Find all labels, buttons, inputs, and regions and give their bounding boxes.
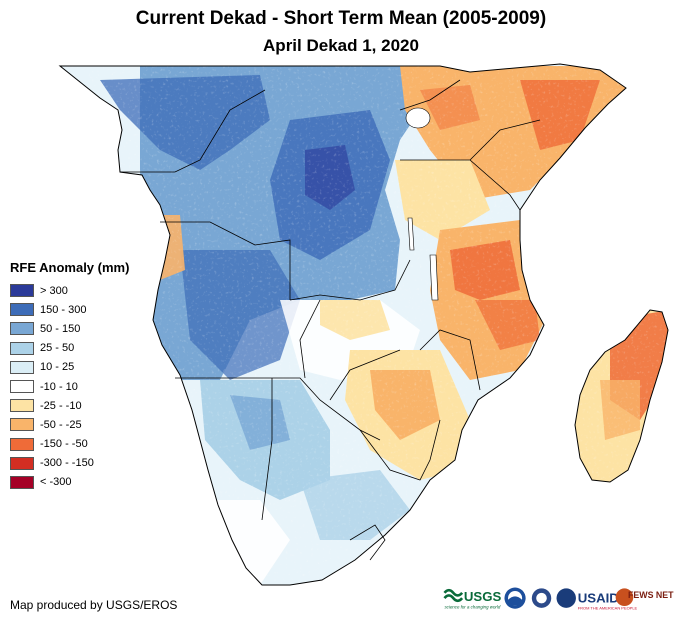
usgs-tagline: science for a changing world	[444, 605, 500, 610]
legend-swatch	[10, 380, 34, 394]
legend-item: 25 - 50	[10, 339, 129, 358]
legend: RFE Anomaly (mm) > 300 150 - 300 50 - 150 2…	[10, 260, 129, 492]
legend-item: -50 - -25	[10, 415, 129, 434]
usaid-logo: USAID FROM THE AMERICAN PEOPLE	[556, 588, 638, 611]
usgs-logo: USGS science for a changing world	[443, 589, 502, 610]
legend-label: -150 - -50	[40, 438, 88, 451]
legend-item: -10 - 10	[10, 377, 129, 396]
legend-label: -10 - 10	[40, 380, 78, 393]
legend-label: -50 - -25	[40, 418, 82, 431]
legend-title: RFE Anomaly (mm)	[10, 260, 130, 275]
usaid-tagline: FROM THE AMERICAN PEOPLE	[578, 606, 638, 611]
legend-item: 10 - 25	[10, 358, 129, 377]
usgs-logo-text: USGS	[464, 589, 502, 604]
legend-item: -300 - -150	[10, 454, 129, 473]
legend-label: < -300	[40, 476, 72, 489]
legend-item: > 300	[10, 281, 129, 300]
legend-item: 50 - 150	[10, 319, 129, 338]
usaid-logo-text: USAID	[578, 591, 619, 606]
fews-net-logo: FEWS NET	[615, 588, 674, 607]
legend-swatch	[10, 341, 34, 355]
fews-logo-text: FEWS NET	[628, 590, 674, 600]
legend-label: -300 - -150	[40, 457, 94, 470]
dhs-logo	[531, 588, 552, 608]
legend-label: 25 - 50	[40, 342, 75, 355]
map-subtitle: April Dekad 1, 2020	[263, 36, 419, 55]
legend-swatch	[10, 437, 34, 451]
legend-swatch	[10, 456, 34, 470]
legend-swatch	[10, 322, 34, 336]
legend-swatch	[10, 284, 34, 298]
legend-label: 50 - 150	[40, 322, 81, 335]
legend-label: 10 - 25	[40, 361, 75, 374]
legend-label: 150 - 300	[40, 303, 87, 316]
credit-text: Map produced by USGS/EROS	[10, 598, 178, 612]
legend-swatch	[10, 303, 34, 317]
legend-item: -150 - -50	[10, 435, 129, 454]
noaa-logo	[504, 587, 526, 609]
legend-swatch	[10, 475, 34, 489]
legend-item: < -300	[10, 473, 129, 492]
legend-swatch	[10, 360, 34, 374]
legend-item: -25 - -10	[10, 396, 129, 415]
country-borders	[120, 79, 541, 561]
legend-swatch	[10, 418, 34, 432]
legend-label: > 300	[40, 284, 68, 297]
legend-item: 150 - 300	[10, 300, 129, 319]
agency-logos: USGS science for a changing world USAID …	[443, 587, 674, 611]
map-title: Current Dekad - Short Term Mean (2005-20…	[135, 8, 547, 29]
legend-swatch	[10, 399, 34, 413]
legend-label: -25 - -10	[40, 399, 82, 412]
